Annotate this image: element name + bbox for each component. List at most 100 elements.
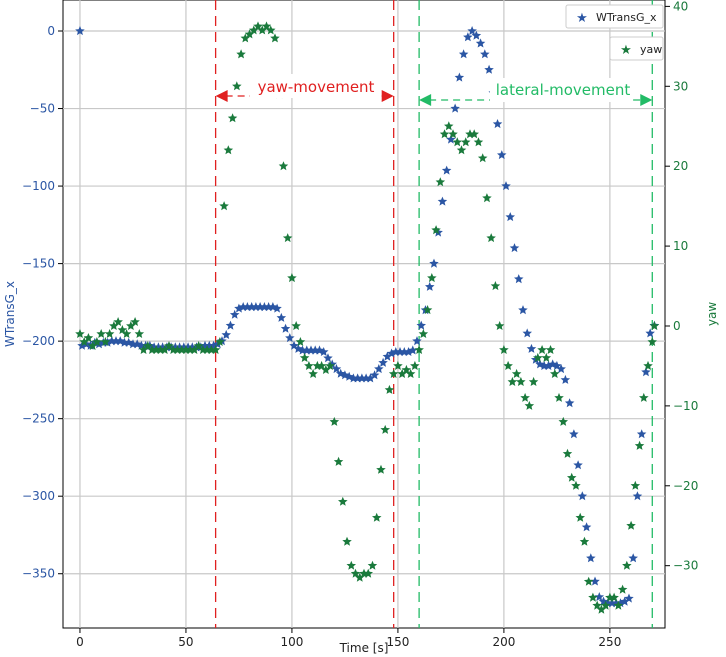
data-point <box>240 33 251 43</box>
data-point <box>441 165 452 175</box>
data-point <box>583 576 594 586</box>
data-point <box>346 560 356 570</box>
data-point <box>560 374 571 384</box>
data-point <box>594 592 604 601</box>
data-point <box>304 360 314 370</box>
data-point <box>208 340 219 350</box>
grid <box>63 0 665 628</box>
data-point <box>193 341 204 350</box>
y-left-tick-label: −150 <box>22 257 55 271</box>
data-point <box>261 21 272 31</box>
data-point <box>329 416 340 426</box>
y-right-tick-label: −30 <box>673 559 698 573</box>
data-point <box>577 491 588 501</box>
y-right-tick-label: −10 <box>673 399 698 413</box>
data-point <box>617 584 628 594</box>
data-point <box>639 392 649 402</box>
data-point <box>497 150 507 160</box>
data-point <box>342 536 352 546</box>
data-point <box>348 373 359 383</box>
legend-left: ★ WTransG_x <box>565 4 664 29</box>
data-point <box>75 26 85 36</box>
data-point <box>257 25 267 35</box>
data-point <box>418 329 429 338</box>
y-left-tick-label: −100 <box>22 179 55 193</box>
data-point <box>276 312 287 322</box>
data-point <box>299 352 310 362</box>
data-point <box>469 129 479 139</box>
data-point <box>569 429 579 439</box>
data-point <box>511 368 522 378</box>
data-point <box>266 25 276 35</box>
data-point <box>545 345 556 354</box>
data-point <box>573 460 583 470</box>
series-layer <box>75 21 660 614</box>
data-point <box>516 376 526 386</box>
data-point <box>446 134 456 144</box>
data-point <box>528 376 539 386</box>
data-point <box>567 472 577 482</box>
axes-layer: 0 50 100 150 200 2500−50−100−150−200−250−300−… <box>22 0 698 649</box>
data-point <box>367 560 378 570</box>
data-point <box>444 121 454 131</box>
y-left-tick-label: −250 <box>22 412 55 426</box>
data-point <box>647 337 657 346</box>
data-point <box>494 321 505 330</box>
data-point <box>143 341 153 350</box>
data-point <box>505 212 515 222</box>
data-point <box>600 600 611 610</box>
data-point <box>96 329 106 338</box>
data-point <box>645 328 655 338</box>
data-point <box>607 598 617 608</box>
data-point <box>384 384 395 394</box>
data-point <box>533 352 543 362</box>
data-point <box>350 568 361 578</box>
data-point <box>189 345 200 354</box>
data-point <box>427 273 437 283</box>
y-axis-right-title: yaw <box>705 302 719 326</box>
data-point <box>541 352 552 362</box>
data-point <box>518 305 528 315</box>
data-point <box>397 368 407 378</box>
data-point <box>613 600 624 610</box>
x-tick-label: 100 <box>280 635 303 649</box>
data-point <box>282 233 293 243</box>
data-point <box>624 593 634 603</box>
data-point <box>325 360 335 370</box>
data-point <box>104 329 115 338</box>
y-right-tick-label: 30 <box>673 79 688 93</box>
data-point <box>100 337 111 346</box>
data-point <box>450 103 460 113</box>
data-point <box>316 360 327 370</box>
data-point <box>422 305 433 315</box>
data-point <box>507 376 518 386</box>
data-point <box>579 536 590 546</box>
data-point <box>338 496 348 506</box>
data-point <box>520 392 530 402</box>
data-point <box>503 360 513 370</box>
data-point <box>121 329 132 338</box>
data-point <box>380 424 390 434</box>
x-tick-label: 50 <box>178 635 193 649</box>
data-point <box>636 429 647 439</box>
data-point <box>575 512 585 522</box>
yaw-movement-label-bg <box>250 74 377 98</box>
series-yaw <box>75 21 660 614</box>
data-point <box>586 553 596 563</box>
data-point <box>526 343 537 353</box>
data-point <box>223 145 234 155</box>
data-point <box>632 491 643 501</box>
data-point <box>550 368 560 378</box>
data-point <box>272 303 282 313</box>
data-point <box>87 341 98 350</box>
data-point <box>134 329 145 338</box>
data-point <box>467 26 477 36</box>
x-tick-label: 0 <box>76 635 84 649</box>
legend-label-yaw: yaw <box>640 43 662 56</box>
lateral-movement-label-bg <box>490 78 630 102</box>
data-point <box>210 345 221 354</box>
data-point <box>176 345 187 354</box>
data-point <box>486 233 496 243</box>
data-point <box>365 373 376 383</box>
data-point <box>634 440 645 450</box>
